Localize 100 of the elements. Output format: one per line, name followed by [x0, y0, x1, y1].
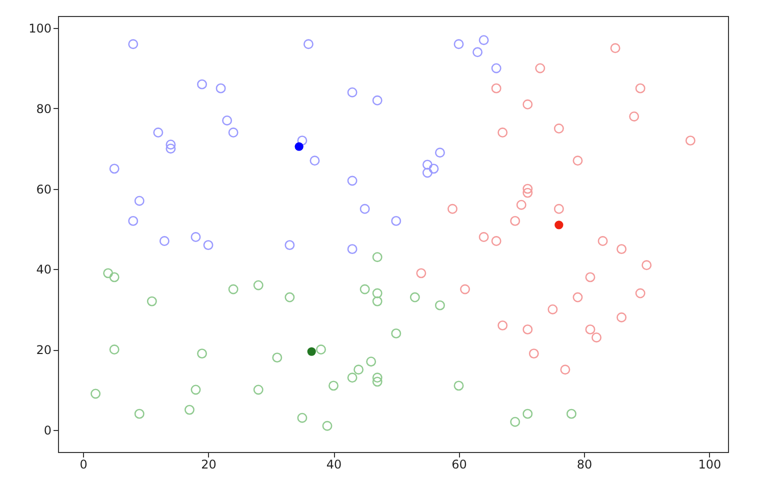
point: [585, 272, 596, 282]
point: [554, 204, 564, 214]
point: [522, 188, 533, 198]
point: [491, 236, 502, 246]
point: [184, 404, 194, 415]
point: [422, 160, 432, 170]
x-tick-label: 40: [326, 458, 342, 472]
point: [166, 140, 176, 150]
point: [228, 284, 238, 294]
point: [197, 79, 207, 90]
point: [310, 156, 320, 166]
point: [347, 87, 358, 98]
point: [90, 388, 101, 399]
point: [197, 348, 207, 359]
point: [454, 39, 464, 50]
point: [222, 116, 232, 126]
point: [372, 288, 382, 298]
point: [166, 144, 176, 154]
point: [128, 216, 138, 226]
point: [134, 196, 144, 206]
point: [510, 416, 520, 427]
point: [372, 296, 382, 306]
point: [522, 324, 533, 334]
point: [642, 260, 652, 270]
point: [294, 142, 304, 151]
point: [316, 344, 326, 354]
point: [498, 128, 508, 138]
point: [491, 63, 502, 74]
point: [510, 216, 520, 226]
point: [528, 348, 539, 359]
point: [128, 39, 138, 50]
y-tick-label: 0: [44, 423, 52, 438]
point: [190, 384, 201, 395]
point: [629, 111, 640, 122]
point: [635, 83, 646, 94]
point: [109, 344, 120, 354]
x-tick-label: 60: [452, 458, 467, 472]
point: [228, 128, 238, 138]
point: [216, 83, 226, 94]
point: [284, 292, 295, 302]
point: [360, 284, 370, 294]
point: [616, 244, 627, 254]
point: [522, 408, 533, 419]
point: [498, 320, 508, 330]
point: [478, 35, 489, 46]
y-tick-label: 60: [36, 182, 52, 196]
point: [109, 164, 120, 174]
point: [284, 240, 295, 250]
point: [347, 244, 358, 254]
x-tick-label: 20: [201, 458, 216, 472]
x-tick-label: 0: [80, 458, 88, 472]
point: [592, 332, 602, 342]
point: [372, 95, 382, 106]
point: [535, 63, 546, 74]
point: [203, 240, 214, 250]
point: [109, 272, 120, 282]
point: [190, 232, 201, 242]
point: [303, 39, 314, 50]
point: [347, 176, 358, 186]
y-tick-label: 20: [36, 343, 52, 358]
point: [307, 347, 316, 356]
y-tick-label: 100: [28, 22, 52, 36]
point: [253, 280, 264, 290]
y-tick-label: 40: [36, 262, 52, 277]
y-tick-label: 80: [36, 102, 52, 116]
point: [598, 236, 608, 246]
point: [554, 220, 564, 230]
point: [460, 284, 470, 294]
point: [366, 356, 376, 367]
point: [297, 412, 308, 423]
x-tick-label: 80: [576, 458, 592, 472]
point: [347, 372, 358, 383]
point: [454, 380, 464, 391]
point: [322, 420, 332, 431]
point: [434, 300, 445, 310]
point: [360, 204, 370, 214]
point: [572, 156, 583, 166]
point: [428, 164, 439, 174]
point: [516, 200, 526, 210]
point: [134, 408, 144, 419]
point: [548, 304, 558, 314]
point: [372, 376, 382, 387]
point: [253, 384, 264, 395]
point: [685, 136, 696, 146]
point: [328, 380, 338, 391]
point: [616, 312, 627, 322]
point: [585, 324, 596, 334]
point: [391, 216, 402, 226]
point: [448, 204, 458, 214]
point: [478, 232, 489, 242]
point: [434, 148, 445, 158]
point: [572, 292, 583, 302]
point: [146, 296, 157, 306]
point: [159, 236, 170, 246]
point: [391, 328, 402, 338]
point: [354, 364, 364, 375]
point: [416, 268, 426, 278]
point: [422, 168, 432, 178]
point: [610, 43, 620, 54]
point: [554, 124, 564, 134]
